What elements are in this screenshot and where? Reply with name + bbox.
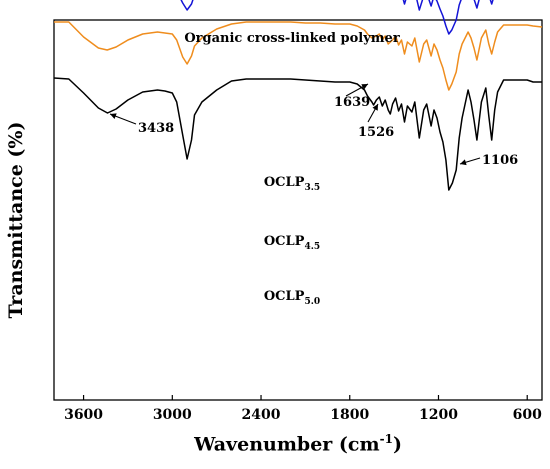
series-label: OCLP3.5 <box>264 175 320 193</box>
x-axis-label-main: Wavenumber (cm <box>194 433 380 456</box>
series-line <box>54 21 543 91</box>
series-label: Organic cross-linked polymer <box>184 31 399 46</box>
annotation-label: 1639 <box>334 95 370 110</box>
annotation-label: 3438 <box>138 121 174 136</box>
spectra <box>53 0 543 191</box>
series-label-sub: 5.0 <box>304 297 320 307</box>
peak-annotations: 3438 1639 1526 1106 <box>109 83 518 168</box>
x-tick-label: 1200 <box>419 407 458 423</box>
x-axis-label-close: ) <box>392 433 402 456</box>
series-label-main: OCLP <box>264 289 305 304</box>
annotation-arrowhead <box>361 84 368 90</box>
x-tick-label: 2400 <box>242 407 281 423</box>
x-tick-label: 3600 <box>64 407 103 423</box>
y-axis-label: Transmittance (%) <box>5 121 27 319</box>
series-line <box>180 0 494 35</box>
series-label-main: Organic cross-linked polymer <box>184 31 399 46</box>
series-line <box>53 77 542 191</box>
annotation-arrowhead <box>372 104 378 111</box>
series-label-main: OCLP <box>264 175 305 190</box>
x-tick-label: 1800 <box>330 407 369 423</box>
annotation-arrowhead <box>460 159 467 166</box>
series-label-main: OCLP <box>264 234 305 249</box>
plot-frame <box>53 19 543 401</box>
x-axis-ticks: 3600 3000 2400 1800 1200 600 <box>64 395 542 423</box>
annotation-arrowhead <box>110 113 117 119</box>
x-axis-label: Wavenumber (cm-1) <box>54 432 542 455</box>
annotation-label: 1526 <box>358 125 394 140</box>
series-label-sub: 4.5 <box>304 242 320 252</box>
x-axis-label-sup: -1 <box>379 432 393 446</box>
series-label-sub: 3.5 <box>304 183 320 193</box>
series-labels: Organic cross-linked polymerOCLP3.5OCLP4… <box>184 31 399 307</box>
y-axis-label-wrap: Transmittance (%) <box>2 20 30 420</box>
x-tick-label: 600 <box>513 407 542 423</box>
series-label: OCLP5.0 <box>264 289 320 307</box>
x-tick-label: 3000 <box>153 407 192 423</box>
annotation-label: 1106 <box>482 153 518 168</box>
series-label: OCLP4.5 <box>264 234 320 252</box>
